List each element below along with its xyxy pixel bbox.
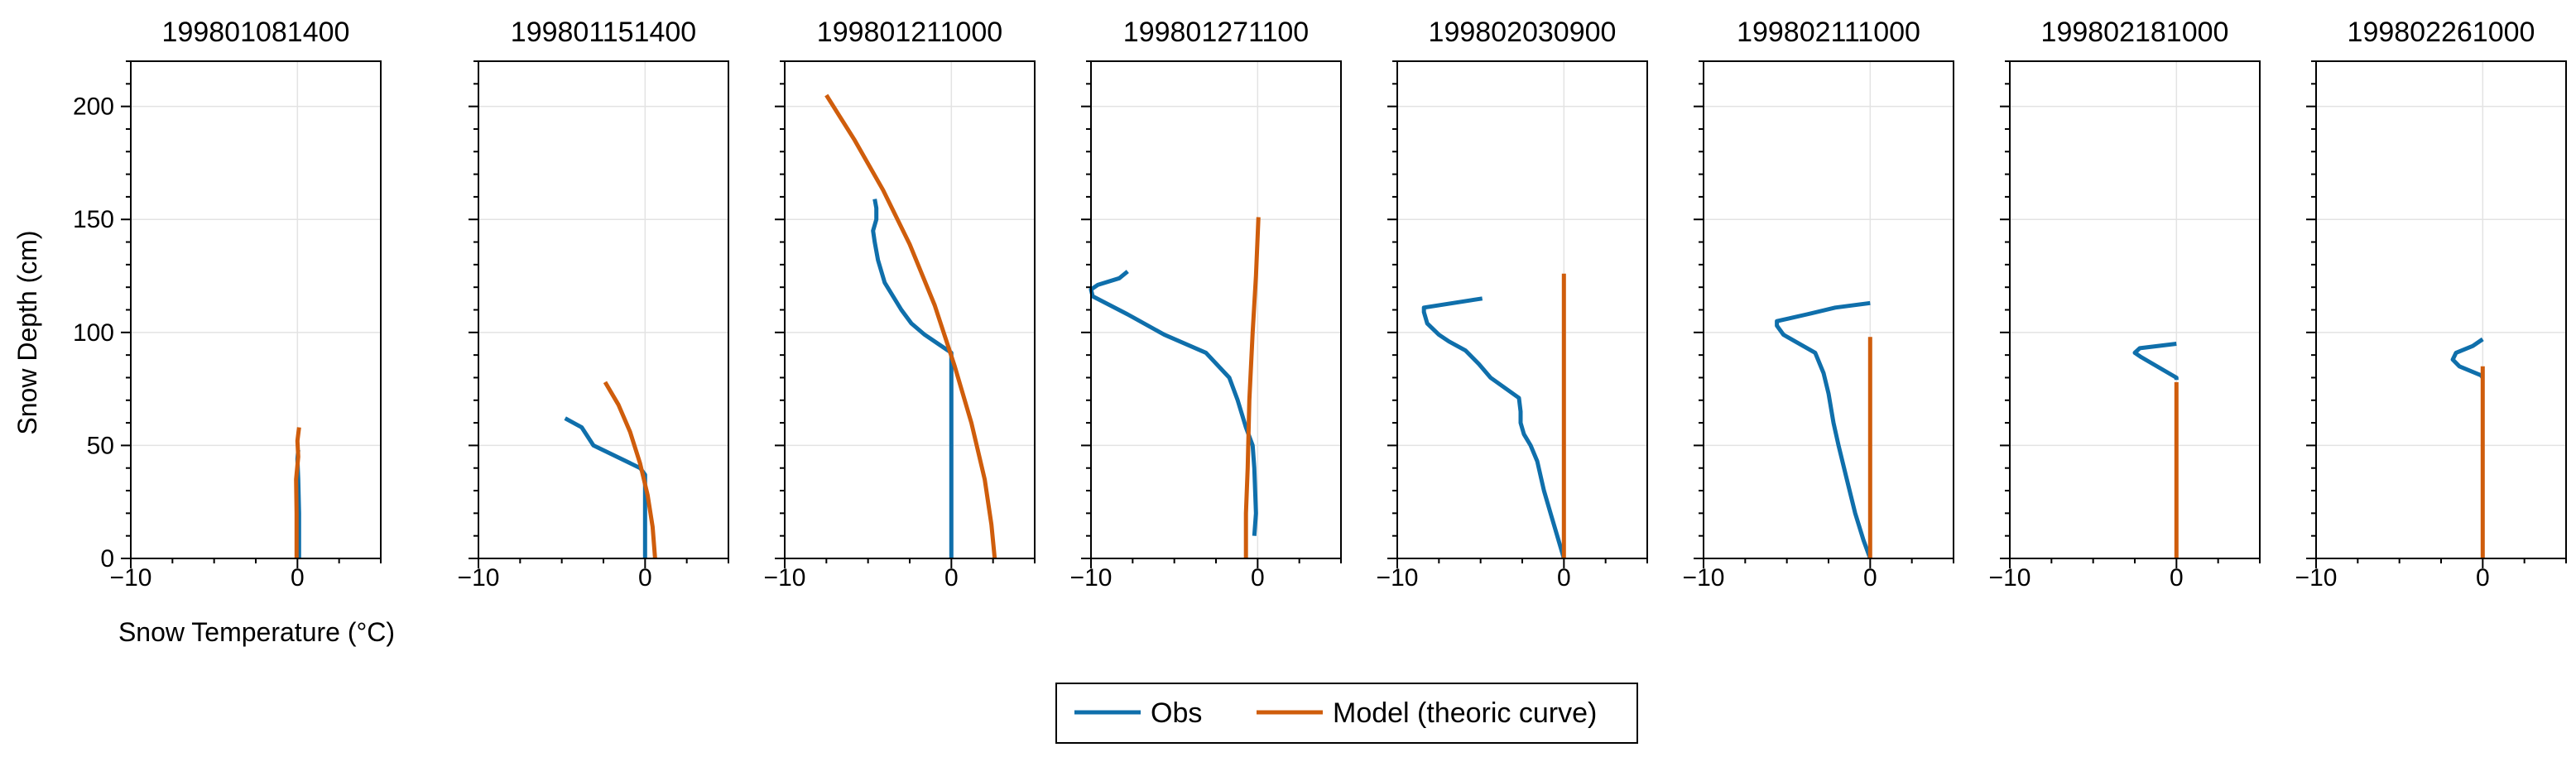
panel-3: 199801211000 −10 0	[764, 17, 1036, 592]
panel-2: 199801151400 −10 0	[458, 17, 729, 592]
panel-title: 199802181000	[2041, 17, 2229, 48]
panel-title: 199801081400	[162, 17, 350, 48]
x-tick-label: 0	[1863, 564, 1877, 592]
x-tick-label: −10	[1377, 564, 1419, 592]
y-axis-label: Snow Depth (cm)	[12, 230, 42, 434]
model-series-line	[603, 381, 657, 559]
model-series-line	[294, 427, 301, 558]
panel-frame	[130, 60, 382, 559]
model-series-line	[1243, 217, 1261, 558]
panel-title: 199802111000	[1737, 17, 1920, 48]
x-tick-label: 0	[291, 564, 305, 592]
x-tick-label: −10	[2295, 564, 2338, 592]
x-tick-label: −10	[1070, 564, 1113, 592]
obs-series-line	[2132, 342, 2179, 381]
panel-8: 199802261000 −10 0	[2295, 17, 2567, 592]
panel-4: 199801271100 −10 0	[1070, 17, 1342, 592]
panel-title: 199801211000	[817, 17, 1002, 48]
obs-series-line	[1089, 270, 1258, 536]
y-tick-label: 50	[87, 432, 114, 459]
panel-frame	[2315, 60, 2567, 559]
legend-obs-label: Obs	[1151, 697, 1202, 729]
panel-title: 199801271100	[1123, 17, 1309, 48]
x-tick-label: −10	[1989, 564, 2031, 592]
x-tick-label: −10	[110, 564, 152, 592]
x-tick-label: −10	[458, 564, 500, 592]
panel-frame	[1703, 60, 1954, 559]
x-tick-label: 0	[2170, 564, 2184, 592]
x-tick-label: 0	[944, 564, 959, 592]
legend-frame	[1055, 683, 1638, 744]
obs-series-line	[2450, 337, 2485, 379]
legend: Obs Model (theoric curve)	[1055, 683, 1638, 744]
panel-title: 199801151400	[511, 17, 696, 48]
x-axis-label: Snow Temperature (°C)	[118, 617, 395, 647]
y-tick-label: 100	[73, 319, 114, 347]
x-tick-label: 0	[1557, 564, 1571, 592]
obs-series-line	[1421, 296, 1566, 559]
x-tick-label: 0	[638, 564, 652, 592]
panels: 199801081400−10 0050100150200199801151400…	[73, 17, 2567, 592]
panel-frame	[2009, 60, 2261, 559]
panel-7: 199802181000 −10 0	[1989, 17, 2261, 592]
panel-frame	[1396, 60, 1648, 559]
y-tick-label: 150	[73, 206, 114, 233]
panel-6: 199802111000 −10 0	[1683, 17, 1954, 592]
panel-title: 199802261000	[2348, 17, 2535, 48]
x-tick-label: 0	[2476, 564, 2490, 592]
panel-title: 199802030900	[1429, 17, 1617, 48]
x-tick-label: 0	[1251, 564, 1265, 592]
panel-frame	[784, 60, 1036, 559]
x-tick-label: −10	[1683, 564, 1725, 592]
obs-series-line	[871, 199, 954, 558]
y-tick-label: 200	[73, 93, 114, 121]
obs-series-line	[1775, 300, 1872, 559]
panel-frame	[1090, 60, 1342, 559]
panel-5: 199802030900 −10 0	[1377, 17, 1648, 592]
panel-frame	[478, 60, 729, 559]
y-tick-label: 0	[100, 545, 114, 573]
x-tick-label: −10	[764, 564, 806, 592]
legend-model-label: Model (theoric curve)	[1333, 697, 1597, 729]
model-series-line	[824, 93, 997, 559]
